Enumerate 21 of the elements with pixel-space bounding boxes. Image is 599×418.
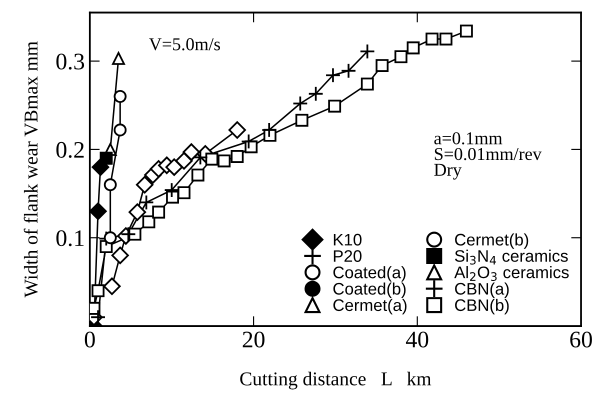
legend-label: Al$_{2}$O$_{3}$ ceramics — [454, 266, 569, 281]
legend-label: Coated(b) — [333, 282, 406, 298]
x-tick-label: 40 — [406, 332, 428, 348]
legend-label: Coated(a) — [333, 266, 406, 282]
legend-label: K10 — [334, 234, 362, 246]
x-tick-label: 0 — [84, 332, 95, 348]
x-tick-label: 20 — [242, 332, 264, 348]
x-axis-title: Cutting distance L km — [240, 372, 432, 390]
legend-label: P20 — [334, 250, 362, 262]
annotation: a=0.1mm S=0.01mm/rev Dry — [434, 132, 542, 180]
y-axis-title: Width of flank wear VBmax mm — [24, 41, 38, 298]
y-tick-label: 0.3 — [56, 54, 84, 70]
annotation: V=5.0m/s — [148, 38, 220, 50]
y-tick-label: 0.2 — [56, 142, 84, 158]
legend-label: Si$_{3}$N$_{4}$ ceramics — [454, 250, 568, 265]
legend-label: CBN(a) — [455, 282, 509, 298]
x-tick-label: 60 — [570, 332, 592, 348]
legend-label: Cermet(a) — [333, 298, 406, 314]
legend-label: Cermet(b) — [455, 233, 528, 249]
y-tick-label: 0.1 — [56, 230, 84, 246]
legend-label: CBN(b) — [455, 298, 509, 314]
